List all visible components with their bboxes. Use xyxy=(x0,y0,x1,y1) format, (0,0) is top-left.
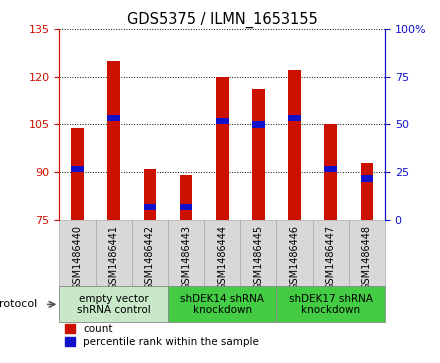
Legend: count, percentile rank within the sample: count, percentile rank within the sample xyxy=(65,324,259,347)
Title: GDS5375 / ILMN_1653155: GDS5375 / ILMN_1653155 xyxy=(127,12,318,28)
Bar xyxy=(216,118,228,125)
Bar xyxy=(252,89,265,220)
Text: GSM1486443: GSM1486443 xyxy=(181,225,191,290)
Bar xyxy=(252,121,265,127)
Bar xyxy=(168,220,204,286)
Text: empty vector
shRNA control: empty vector shRNA control xyxy=(77,294,150,315)
Text: shDEK17 shRNA
knockdown: shDEK17 shRNA knockdown xyxy=(289,294,373,315)
Bar xyxy=(107,115,120,121)
Bar xyxy=(240,220,276,286)
Bar xyxy=(313,220,349,286)
Text: GSM1486445: GSM1486445 xyxy=(253,225,264,290)
Text: GSM1486442: GSM1486442 xyxy=(145,225,155,290)
Bar xyxy=(349,220,385,286)
Bar xyxy=(132,220,168,286)
Bar xyxy=(216,77,228,220)
Text: GSM1486440: GSM1486440 xyxy=(73,225,82,290)
Text: protocol: protocol xyxy=(0,299,38,309)
Text: GSM1486444: GSM1486444 xyxy=(217,225,227,290)
Bar xyxy=(71,127,84,220)
Bar xyxy=(71,166,84,172)
Bar xyxy=(107,61,120,220)
Bar xyxy=(168,286,276,322)
Bar xyxy=(276,220,313,286)
Text: shDEK14 shRNA
knockdown: shDEK14 shRNA knockdown xyxy=(180,294,264,315)
Bar xyxy=(143,204,156,210)
Bar xyxy=(361,175,373,182)
Bar xyxy=(324,166,337,172)
Bar xyxy=(288,70,301,220)
Bar xyxy=(59,286,168,322)
Bar xyxy=(59,220,95,286)
Bar xyxy=(361,163,373,220)
Bar xyxy=(143,169,156,220)
Bar xyxy=(204,220,240,286)
Text: GSM1486447: GSM1486447 xyxy=(326,225,336,290)
Bar xyxy=(288,115,301,121)
Text: GSM1486448: GSM1486448 xyxy=(362,225,372,290)
Bar xyxy=(95,220,132,286)
Bar xyxy=(324,125,337,220)
Text: GSM1486446: GSM1486446 xyxy=(290,225,300,290)
Bar xyxy=(276,286,385,322)
Text: GSM1486441: GSM1486441 xyxy=(109,225,119,290)
Bar xyxy=(180,175,192,220)
Bar xyxy=(180,204,192,210)
